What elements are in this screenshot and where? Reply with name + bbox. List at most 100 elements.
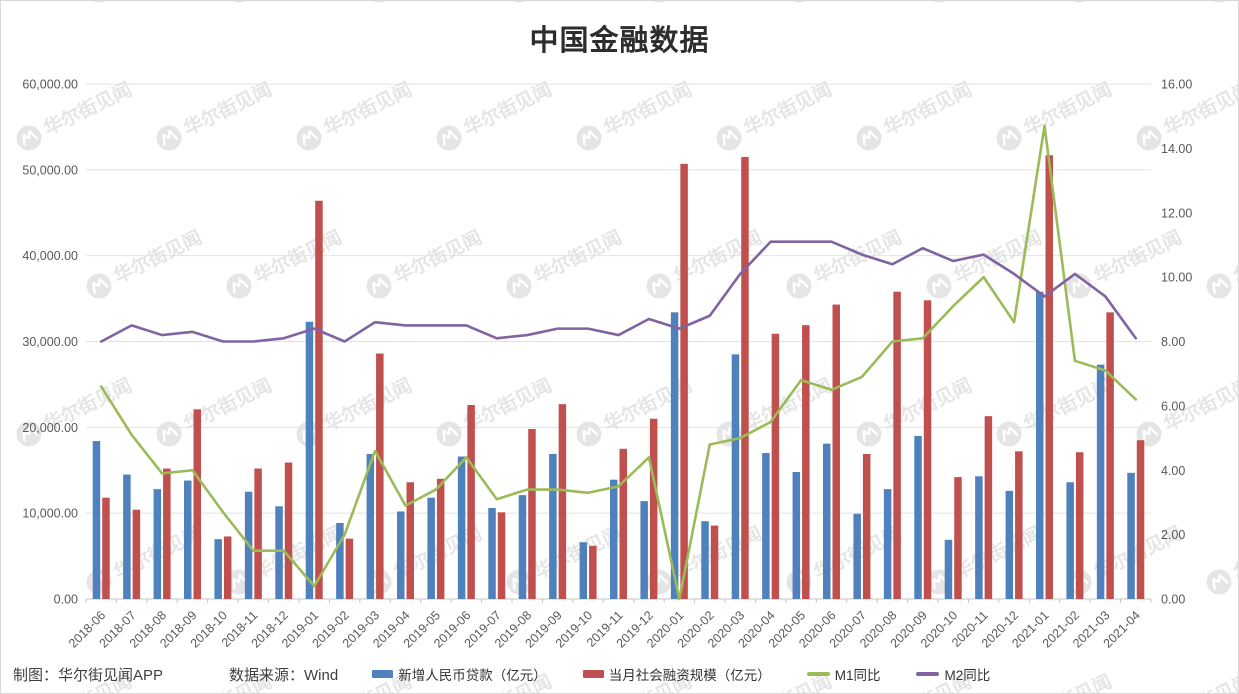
financial-combo-chart: 0.00 10,000.00 20,000.00 30,000.00 40,000.00… xyxy=(22,78,1192,651)
bar xyxy=(1096,364,1105,599)
page-title: 中国金融数据 xyxy=(529,25,710,57)
bar xyxy=(427,497,435,599)
green-line-swatch-icon xyxy=(806,672,830,676)
bar xyxy=(366,453,375,599)
bar xyxy=(853,513,861,599)
bar xyxy=(315,200,323,599)
bar xyxy=(1036,291,1044,599)
legend-item-new-loans: 新增人民币贷款（亿元） xyxy=(372,664,547,684)
left-axis-tick-label: 0.00 xyxy=(54,593,78,607)
bar xyxy=(883,489,892,599)
bar xyxy=(1015,451,1023,599)
chart-legend: 新增人民币贷款（亿元） 当月社会融资规模（亿元） M1同比 M2同比 xyxy=(372,664,990,684)
bar xyxy=(710,525,719,599)
bar xyxy=(406,482,414,599)
bar xyxy=(518,495,527,599)
bar xyxy=(336,522,344,599)
right-axis-tick-label: 6.00 xyxy=(1161,399,1185,413)
bar xyxy=(275,506,283,599)
bar xyxy=(1127,472,1135,599)
x-axis-ticks xyxy=(85,599,1152,603)
bar xyxy=(914,435,922,599)
bar xyxy=(497,512,506,599)
bar xyxy=(984,416,993,599)
bar xyxy=(741,156,749,600)
bar xyxy=(558,404,567,599)
right-axis-tick-label: 14.00 xyxy=(1161,142,1192,156)
legend-label: M1同比 xyxy=(834,668,881,683)
bar xyxy=(619,448,627,599)
right-axis-tick-label: 16.00 xyxy=(1161,78,1192,92)
left-axis-tick-label: 30,000.00 xyxy=(22,335,78,349)
legend-item-m2-yoy: M2同比 xyxy=(916,664,990,684)
bar xyxy=(893,291,901,599)
right-axis-tick-label: 2.00 xyxy=(1161,528,1185,542)
right-axis-tick-label: 4.00 xyxy=(1161,464,1185,478)
line-series xyxy=(99,124,1138,601)
bar xyxy=(345,538,354,599)
bar xyxy=(488,508,496,599)
bar xyxy=(397,511,405,599)
left-axis-tick-label: 40,000.00 xyxy=(22,249,78,263)
bar xyxy=(223,536,232,599)
left-axis-tick-label: 50,000.00 xyxy=(22,163,78,177)
bar xyxy=(610,479,618,599)
line-series xyxy=(99,240,1138,343)
bar xyxy=(1075,452,1084,599)
right-axis-tick-label: 10.00 xyxy=(1161,271,1192,285)
x-axis-labels: 2018-062018-072018-082018-092018-102018-… xyxy=(66,608,1143,650)
bar xyxy=(649,418,658,599)
bar xyxy=(305,321,314,599)
bar xyxy=(1136,440,1145,599)
bar xyxy=(123,474,131,599)
red-bar-swatch-icon xyxy=(582,670,604,678)
bar xyxy=(254,468,262,599)
bar xyxy=(184,480,192,599)
bar xyxy=(944,539,953,599)
bar xyxy=(153,489,162,599)
bar xyxy=(579,542,588,599)
right-axis-tick-label: 12.00 xyxy=(1161,206,1192,220)
bar xyxy=(467,405,475,599)
blue-bar-swatch-icon xyxy=(372,670,394,678)
bar xyxy=(823,443,831,599)
bar xyxy=(163,468,171,599)
legend-label: M2同比 xyxy=(944,668,991,683)
bar xyxy=(376,353,384,599)
bar xyxy=(549,453,557,599)
bar xyxy=(731,354,740,599)
bar xyxy=(954,477,962,599)
left-axis-tick-label: 20,000.00 xyxy=(22,421,78,435)
bar xyxy=(214,539,222,599)
bar xyxy=(102,497,110,599)
bar xyxy=(680,163,688,599)
right-axis-tick-label: 8.00 xyxy=(1161,335,1185,349)
bar xyxy=(771,333,780,599)
bar xyxy=(802,325,810,599)
credit-text: 制图：华尔街见闻APP xyxy=(13,666,164,684)
bar xyxy=(862,453,871,599)
left-axis-tick-label: 10,000.00 xyxy=(22,507,78,521)
footer-bar: 制图：华尔街见闻APP 数据来源：Wind 新增人民币贷款（亿元） 当月社会融资… xyxy=(13,658,1232,690)
bar xyxy=(589,545,597,599)
legend-item-social-financing: 当月社会融资规模（亿元） xyxy=(582,664,771,684)
bar xyxy=(1045,155,1053,599)
right-axis-tick-label: 0.00 xyxy=(1161,593,1185,607)
bar xyxy=(640,501,648,599)
bar xyxy=(701,521,709,599)
bar xyxy=(792,471,801,599)
bar xyxy=(1005,490,1014,599)
bar xyxy=(457,456,466,599)
bar xyxy=(528,429,536,599)
legend-label: 当月社会融资规模（亿元） xyxy=(608,668,771,683)
bar-series xyxy=(102,155,1145,600)
legend-item-m1-yoy: M1同比 xyxy=(806,664,881,684)
bar xyxy=(284,462,293,599)
bar xyxy=(1106,312,1114,599)
purple-line-swatch-icon xyxy=(916,672,940,676)
left-axis-tick-label: 60,000.00 xyxy=(22,78,78,92)
bar xyxy=(923,300,932,599)
bar xyxy=(1066,482,1074,599)
bar xyxy=(436,478,445,599)
